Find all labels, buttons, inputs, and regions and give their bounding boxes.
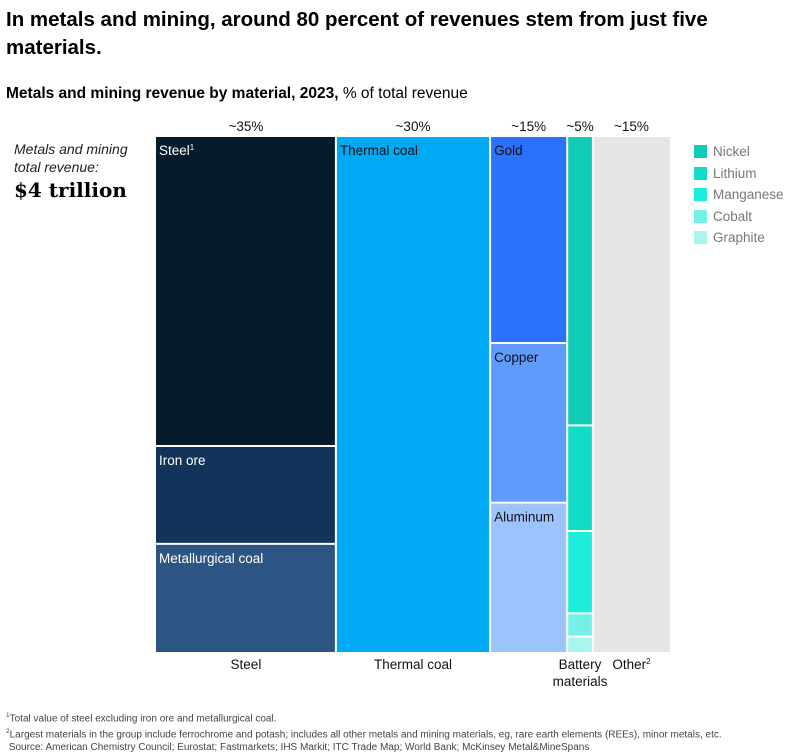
footnote-1: 1Total value of steel excluding iron ore… [6, 712, 277, 725]
legend-swatch-graphite [694, 231, 707, 245]
legend-label-lithium: Lithium [713, 165, 757, 181]
chart-subtitle-bold: Metals and mining revenue by material, 2… [6, 85, 339, 102]
legend-item-graphite: Graphite [694, 227, 784, 249]
segment-label-gold: Gold [494, 143, 523, 158]
segment-gold [491, 137, 567, 342]
footnotes: 1Total value of steel excluding iron ore… [6, 710, 722, 754]
segment-cobalt [568, 614, 592, 636]
total-revenue-value: $4 trillion [14, 178, 127, 202]
segment-graphite [568, 637, 592, 652]
segment-label-copper: Copper [494, 350, 539, 365]
legend-item-cobalt: Cobalt [694, 206, 784, 228]
column-share-label-base_precious: ~15% [511, 119, 546, 134]
column-share-label-thermal_coal: ~30% [396, 119, 431, 134]
legend-label-manganese: Manganese [713, 187, 784, 203]
legend-swatch-manganese [694, 188, 707, 202]
footnote-2: 2Largest materials in the group include … [6, 727, 722, 741]
legend-item-lithium: Lithium [694, 163, 784, 185]
column-share-label-steel: ~35% [228, 119, 263, 134]
segment-aluminum [491, 503, 567, 652]
legend-label-graphite: Graphite [713, 230, 765, 246]
column-share-label-other: ~15% [614, 119, 649, 134]
marimekko-chart: ~35% Steel1 Iron ore Metallurgical coal Stee… [156, 119, 670, 689]
segment-label-thermal_coal: Thermal coal [340, 143, 418, 158]
segment-label-metallurgical_coal: Metallurgical coal [159, 551, 263, 566]
category-label-battery: Battery [559, 657, 602, 672]
segment-label-steel: Steel1 [159, 143, 195, 158]
legend-swatch-lithium [694, 166, 707, 180]
segment-thermal_coal [336, 137, 490, 652]
segment-metallurgical_coal [156, 544, 335, 652]
total-revenue-label: Metals and mining total revenue: [14, 141, 128, 175]
segment-manganese [568, 531, 592, 613]
legend-swatch-cobalt [694, 209, 707, 223]
column-share-label-battery: ~5% [566, 119, 593, 134]
segment-other [593, 137, 670, 652]
legend: Nickel Lithium Manganese Cobalt Graphite [694, 141, 784, 249]
headline: In metals and mining, around 80 percent … [6, 8, 708, 59]
legend-swatch-nickel [694, 145, 707, 159]
segment-label-iron_ore: Iron ore [159, 453, 206, 468]
legend-label-nickel: Nickel [713, 144, 750, 160]
legend-item-manganese: Manganese [694, 184, 784, 206]
segment-steel [156, 137, 335, 445]
segment-copper [491, 344, 567, 502]
chart-subtitle-unit: % of total revenue [338, 85, 468, 102]
segment-label-aluminum: Aluminum [494, 510, 554, 525]
category-label-battery-line2: materials [553, 674, 608, 689]
chart-subtitle: Metals and mining revenue by material, 2… [6, 85, 468, 103]
segment-nickel [568, 137, 592, 425]
footnote-source: Source: American Chemistry Council; Euro… [8, 741, 590, 753]
category-label-steel: Steel [231, 657, 262, 672]
segment-iron_ore [156, 447, 335, 543]
category-label-thermal_coal: Thermal coal [374, 657, 452, 672]
segment-lithium [568, 426, 592, 530]
category-label-other: Other2 [612, 657, 651, 672]
legend-label-cobalt: Cobalt [713, 208, 753, 224]
legend-item-nickel: Nickel [694, 141, 784, 163]
